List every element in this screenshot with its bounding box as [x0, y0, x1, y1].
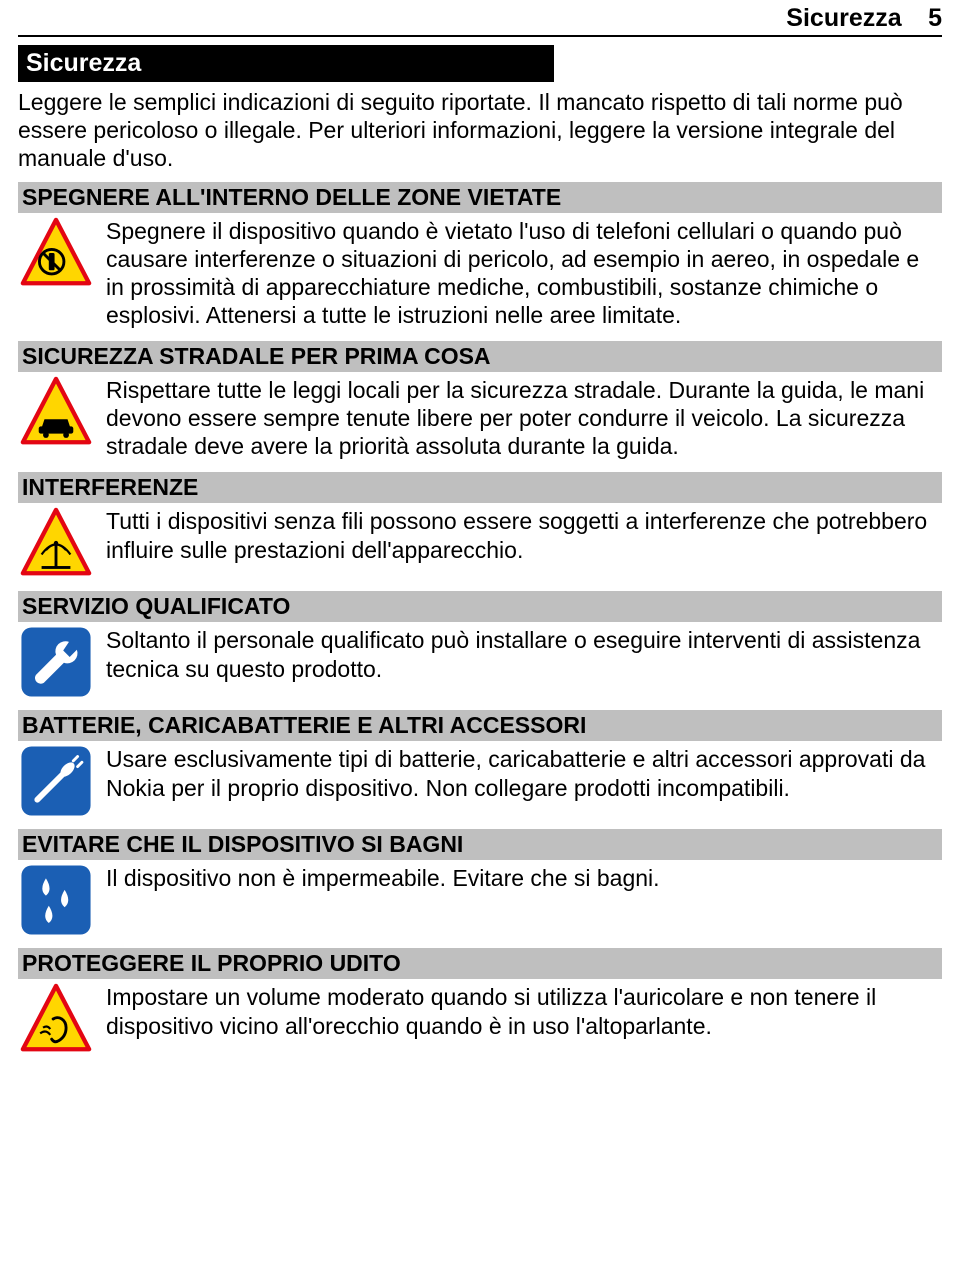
section-text: Impostare un volume moderato quando si u… — [106, 983, 940, 1039]
section-heading-switch-off: SPEGNERE ALL'INTERNO DELLE ZONE VIETATE — [18, 182, 942, 213]
header-section-title: Sicurezza — [786, 4, 901, 32]
section-body-batteries: Usare esclusivamente tipi di batterie, c… — [18, 741, 942, 823]
no-phone-icon — [20, 217, 92, 289]
header-page-number: 5 — [928, 4, 942, 32]
section-text: Tutti i dispositivi senza fili possono e… — [106, 507, 940, 563]
section-heading-hearing: PROTEGGERE IL PROPRIO UDITO — [18, 948, 942, 979]
intro-paragraph: Leggere le semplici indicazioni di segui… — [18, 88, 942, 172]
section-text: Soltanto il personale qualificato può in… — [106, 626, 940, 682]
section-body-road-safety: Rispettare tutte le leggi locali per la … — [18, 372, 942, 466]
section-body-interference: Tutti i dispositivi senza fili possono e… — [18, 503, 942, 585]
section-text: Rispettare tutte le leggi locali per la … — [106, 376, 940, 460]
section-body-switch-off: Spegnere il dispositivo quando è vietato… — [18, 213, 942, 335]
water-drops-icon — [20, 864, 92, 936]
ear-sound-icon — [20, 983, 92, 1055]
car-icon — [20, 376, 92, 448]
section-heading-road-safety: SICUREZZA STRADALE PER PRIMA COSA — [18, 341, 942, 372]
section-heading-interference: INTERFERENZE — [18, 472, 942, 503]
section-text: Usare esclusivamente tipi di batterie, c… — [106, 745, 940, 801]
wrench-icon — [20, 626, 92, 698]
section-heading-batteries: BATTERIE, CARICABATTERIE E ALTRI ACCESSO… — [18, 710, 942, 741]
interference-icon — [20, 507, 92, 579]
charger-icon — [20, 745, 92, 817]
section-text: Spegnere il dispositivo quando è vietato… — [106, 217, 940, 329]
chapter-title-bar: Sicurezza — [18, 45, 554, 82]
section-heading-keep-dry: EVITARE CHE IL DISPOSITIVO SI BAGNI — [18, 829, 942, 860]
page-content: Sicurezza 5 Sicurezza Leggere le semplic… — [0, 0, 960, 1081]
section-body-hearing: Impostare un volume moderato quando si u… — [18, 979, 942, 1061]
section-heading-qualified-service: SERVIZIO QUALIFICATO — [18, 591, 942, 622]
page-header: Sicurezza 5 — [18, 0, 942, 37]
section-body-qualified-service: Soltanto il personale qualificato può in… — [18, 622, 942, 704]
section-body-keep-dry: Il dispositivo non è impermeabile. Evita… — [18, 860, 942, 942]
section-text: Il dispositivo non è impermeabile. Evita… — [106, 864, 940, 892]
